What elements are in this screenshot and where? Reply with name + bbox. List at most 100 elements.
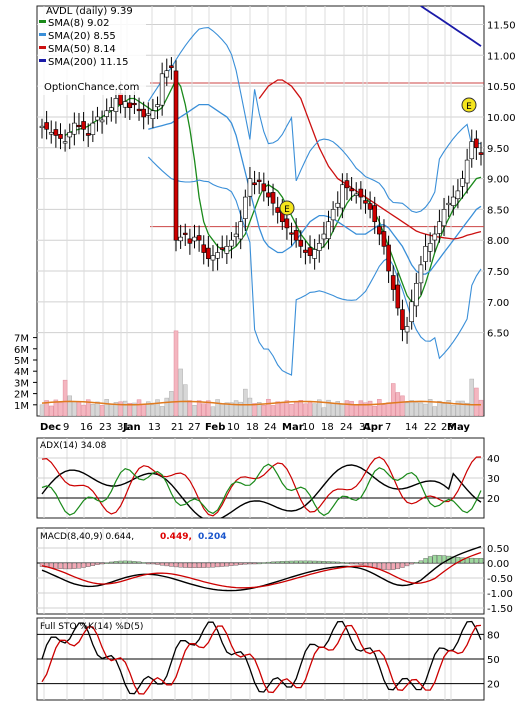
price-tick-label: 7.50: [487, 267, 509, 278]
price-tick-label: 10.50: [487, 82, 516, 93]
volume-bar: [340, 403, 345, 416]
candle-body: [344, 180, 350, 189]
candle-body: [155, 104, 160, 108]
candle-body: [353, 193, 359, 196]
volume-bar: [298, 400, 304, 416]
volume-bar: [238, 401, 243, 416]
macd-histogram-bar: [437, 555, 442, 564]
volume-bar: [187, 400, 193, 416]
candle-body: [247, 178, 253, 197]
macd-histogram-bar: [400, 562, 405, 568]
price-title: AVDL (daily) 9.39: [46, 6, 133, 17]
macd-histogram-bar: [95, 562, 100, 565]
macd-histogram-bar: [469, 557, 474, 564]
volume-bar: [423, 403, 428, 416]
macd-tick-label: -0.50: [487, 574, 513, 585]
price-tick-label: 11.00: [487, 51, 516, 62]
volume-tick-label: 2M: [14, 390, 29, 401]
candle-body: [145, 113, 151, 116]
macd-histogram-bar: [474, 558, 479, 564]
macd-histogram-bar: [293, 560, 299, 564]
candle-body: [141, 108, 146, 118]
volume-bar: [335, 401, 340, 416]
candle-body: [150, 110, 156, 119]
legend-entry: SMA(50) 8.14: [48, 44, 116, 55]
sma-line: [420, 6, 482, 47]
price-tick-label: 6.50: [487, 329, 509, 340]
macd-histogram-bar: [386, 562, 391, 571]
candle-body: [256, 179, 262, 182]
volume-bar: [127, 402, 133, 416]
legend-swatch: [39, 46, 46, 49]
sma-line: [148, 103, 482, 275]
x-axis-label: 23: [99, 422, 112, 433]
legend-entry: SMA(8) 9.02: [48, 18, 109, 29]
macd-histogram-bar: [109, 561, 114, 564]
candle-body: [464, 159, 470, 184]
macd-histogram-bar: [90, 562, 96, 566]
volume-bar: [67, 395, 72, 416]
candle-body: [460, 178, 465, 187]
volume-bar: [289, 404, 294, 416]
earnings-marker-label: E: [284, 205, 290, 215]
candle-body: [113, 98, 119, 112]
x-axis-label: 16: [80, 422, 93, 433]
macd-histogram-bar: [141, 562, 146, 564]
volume-bar: [206, 400, 211, 416]
volume-bar: [372, 405, 377, 416]
macd-histogram-bar: [243, 562, 248, 565]
macd-histogram-bar: [391, 562, 396, 570]
volume-bar: [210, 406, 216, 416]
legend-entry: SMA(20) 8.55: [48, 31, 116, 42]
sto-d-line: [41, 624, 482, 695]
volume-bar: [400, 395, 405, 416]
candle-body: [321, 233, 327, 240]
macd-histogram-bar: [113, 561, 119, 564]
candle-body: [201, 244, 207, 253]
candle-body: [219, 247, 225, 250]
legend-swatch: [39, 20, 46, 23]
x-axis-label: Jan: [122, 422, 141, 433]
candle-body: [363, 200, 368, 204]
candle-body: [367, 203, 373, 210]
candle-body: [67, 132, 73, 138]
candle-body: [340, 184, 345, 209]
macd-title-text: MACD(8,40,9) 0.644,: [40, 532, 134, 542]
volume-bar: [104, 399, 109, 416]
candle-body: [303, 249, 308, 253]
price-panel: 11.50 11.00 10.50 10.00 9.50 9.00 8.50 8.00 7.50…: [14, 5, 516, 417]
macd-histogram-bar: [432, 554, 437, 564]
legend-box: [38, 7, 146, 95]
macd-tick-label: 0.00: [487, 559, 509, 570]
candle-body: [446, 202, 451, 206]
macd-histogram-bar: [409, 562, 414, 565]
macd-histogram-bar: [326, 561, 331, 564]
candle-body: [349, 188, 354, 192]
macd-histogram-bar: [307, 560, 313, 564]
volume-bar: [261, 405, 267, 416]
volume-bar: [284, 400, 290, 416]
macd-histogram-bar: [81, 562, 86, 568]
x-axis-label: 24: [264, 422, 277, 433]
macd-histogram-bar: [427, 556, 433, 564]
macd-histogram-bar: [173, 562, 179, 568]
candle-body: [423, 246, 428, 262]
volume-bar: [312, 403, 317, 416]
watermark: OptionChance.com: [44, 82, 139, 93]
macd-histogram-bar: [229, 562, 234, 566]
sto-panel: 80 50 20: [36, 617, 500, 701]
macd-histogram-bar: [159, 562, 165, 566]
volume-bar: [62, 379, 68, 416]
volume-bar: [173, 330, 179, 416]
candle-body: [178, 236, 183, 242]
macd-histogram-bar: [224, 562, 230, 567]
macd-histogram-bar: [363, 562, 368, 567]
x-axis-label: 9: [63, 422, 69, 433]
volume-bar: [243, 388, 248, 416]
macd-histogram-bar: [266, 561, 271, 564]
macd-histogram-bar: [215, 562, 220, 568]
volume-bar: [386, 402, 391, 416]
macd-histogram-bar: [67, 562, 72, 570]
candle-body: [284, 218, 290, 229]
adx-di-minus-line: [41, 456, 482, 517]
